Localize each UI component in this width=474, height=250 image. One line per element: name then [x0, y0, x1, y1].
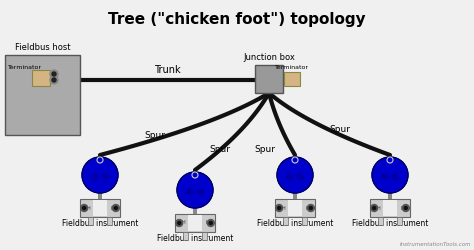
Text: L: L	[306, 206, 308, 210]
Circle shape	[392, 174, 399, 180]
Bar	[284, 72, 300, 86]
Bar	[193, 208, 197, 214]
Text: InstrumentationTools.com: InstrumentationTools.com	[400, 242, 471, 247]
Circle shape	[286, 174, 293, 180]
Bar	[32, 70, 50, 86]
Circle shape	[277, 157, 313, 193]
Circle shape	[114, 206, 117, 210]
Circle shape	[207, 220, 214, 226]
Bar	[182, 232, 188, 240]
Circle shape	[372, 157, 408, 193]
Circle shape	[373, 206, 376, 210]
Circle shape	[82, 157, 118, 193]
Bar	[397, 217, 402, 225]
Bar	[302, 217, 308, 225]
Bar	[283, 217, 288, 225]
Circle shape	[50, 70, 58, 78]
Bar	[80, 199, 120, 217]
Text: Spur: Spur	[145, 130, 165, 140]
Circle shape	[278, 206, 281, 210]
Text: Terminator: Terminator	[8, 65, 42, 70]
Bar	[388, 193, 392, 199]
Text: Spur: Spur	[210, 146, 230, 154]
Text: Tree ("chicken foot") topology: Tree ("chicken foot") topology	[108, 12, 366, 27]
Text: Spur: Spur	[255, 146, 275, 154]
Text: H: H	[86, 206, 90, 210]
Bar	[293, 193, 297, 199]
Bar	[5, 55, 80, 135]
Circle shape	[197, 188, 204, 195]
Text: Spur: Spur	[329, 126, 350, 134]
Text: Junction box: Junction box	[243, 53, 295, 62]
Bar	[288, 200, 302, 216]
Text: Fieldbus instrument: Fieldbus instrument	[257, 219, 333, 228]
Circle shape	[50, 76, 58, 84]
Circle shape	[102, 174, 109, 180]
Circle shape	[307, 204, 314, 212]
Circle shape	[178, 222, 181, 224]
Circle shape	[371, 204, 378, 212]
Text: H: H	[181, 220, 185, 226]
Circle shape	[186, 188, 193, 195]
Bar	[383, 200, 397, 216]
Circle shape	[402, 204, 410, 212]
Circle shape	[276, 204, 283, 212]
Circle shape	[91, 174, 98, 180]
Bar	[378, 217, 383, 225]
Bar	[108, 217, 112, 225]
Text: Fieldbus instrument: Fieldbus instrument	[352, 219, 428, 228]
Text: Fieldbus host: Fieldbus host	[15, 43, 70, 52]
Circle shape	[52, 72, 56, 76]
Circle shape	[176, 220, 182, 226]
Circle shape	[82, 206, 86, 210]
Text: Trunk: Trunk	[154, 65, 181, 75]
Bar	[98, 193, 102, 199]
Circle shape	[297, 174, 304, 180]
Circle shape	[112, 204, 119, 212]
Bar	[370, 199, 410, 217]
Text: L: L	[110, 206, 113, 210]
Circle shape	[382, 174, 388, 180]
Bar	[202, 232, 208, 240]
Circle shape	[210, 222, 212, 224]
Circle shape	[404, 206, 407, 210]
Bar	[275, 199, 315, 217]
Text: L: L	[206, 220, 208, 226]
Text: Terminator: Terminator	[275, 65, 309, 70]
Circle shape	[52, 78, 56, 82]
Circle shape	[310, 206, 312, 210]
Text: Fieldbus instrument: Fieldbus instrument	[62, 219, 138, 228]
Bar	[175, 214, 215, 232]
Circle shape	[81, 204, 88, 212]
Bar	[88, 217, 92, 225]
Text: H: H	[376, 206, 380, 210]
Circle shape	[177, 172, 213, 208]
Bar	[255, 65, 283, 93]
Text: H: H	[281, 206, 285, 210]
Bar	[93, 200, 107, 216]
Bar	[188, 215, 202, 231]
Text: Fieldbus instrument: Fieldbus instrument	[157, 234, 233, 243]
Text: L: L	[401, 206, 403, 210]
